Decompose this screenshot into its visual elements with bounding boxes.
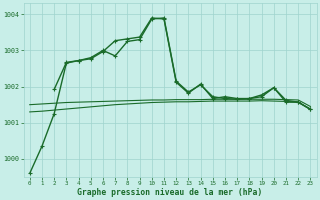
X-axis label: Graphe pression niveau de la mer (hPa): Graphe pression niveau de la mer (hPa) [77, 188, 263, 197]
